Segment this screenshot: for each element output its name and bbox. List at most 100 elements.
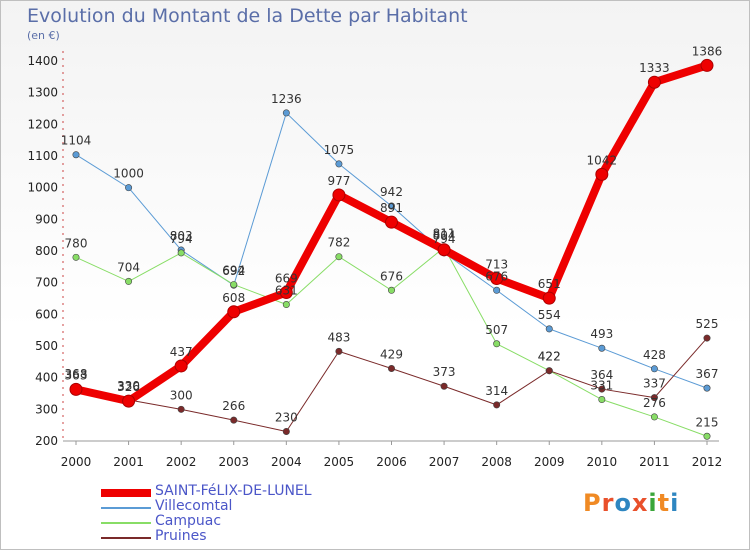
data-label: 300 <box>170 388 193 402</box>
data-label: 337 <box>643 377 666 391</box>
data-point <box>542 291 556 305</box>
x-tick-label: 2003 <box>218 455 249 469</box>
data-point <box>650 365 658 373</box>
data-point <box>72 151 80 159</box>
data-point <box>177 249 185 257</box>
x-tick-label: 2011 <box>639 455 670 469</box>
data-label: 694 <box>222 264 245 278</box>
data-label: 554 <box>538 308 561 322</box>
data-point <box>177 405 185 413</box>
logo-letter: P <box>583 489 602 517</box>
data-label: 330 <box>117 379 140 393</box>
data-point <box>493 286 501 294</box>
data-label: 367 <box>696 367 719 381</box>
chart-unit: (en €) <box>27 29 60 42</box>
data-point <box>545 367 553 375</box>
legend-label: SAINT-FéLIX-DE-LUNEL <box>155 483 312 499</box>
data-label: 363 <box>65 368 88 382</box>
data-label: 780 <box>65 236 88 250</box>
y-tick-label: 600 <box>35 307 58 321</box>
data-point <box>598 385 606 393</box>
data-point <box>703 432 711 440</box>
data-label: 692 <box>222 264 245 278</box>
data-point <box>335 253 343 261</box>
data-label: 483 <box>327 330 350 344</box>
data-point <box>490 272 504 286</box>
data-label: 525 <box>696 317 719 331</box>
data-label: 977 <box>327 174 350 188</box>
data-label: 1333 <box>639 61 670 75</box>
data-point <box>69 382 83 396</box>
data-label: 651 <box>538 277 561 291</box>
x-tick-label: 2008 <box>481 455 512 469</box>
y-tick-label: 700 <box>35 276 58 290</box>
x-tick-label: 2002 <box>166 455 197 469</box>
data-label: 276 <box>643 396 666 410</box>
legend-swatch <box>101 522 151 524</box>
data-point <box>598 344 606 352</box>
data-label: 437 <box>170 345 193 359</box>
data-label: 326 <box>117 380 140 394</box>
data-point <box>122 394 136 408</box>
y-tick-label: 1400 <box>27 54 58 68</box>
logo-letter: t <box>657 489 671 517</box>
data-label: 942 <box>380 185 403 199</box>
data-label: 803 <box>170 229 193 243</box>
legend-label: Villecomtal <box>155 498 233 514</box>
data-label: 891 <box>380 201 403 215</box>
x-tick-label: 2006 <box>376 455 407 469</box>
y-tick-label: 800 <box>35 244 58 258</box>
data-point <box>703 384 711 392</box>
x-tick-label: 2000 <box>61 455 92 469</box>
data-point <box>647 75 661 89</box>
data-point <box>332 188 346 202</box>
data-label: 230 <box>275 411 298 425</box>
data-label: 1104 <box>61 134 92 148</box>
data-label: 782 <box>327 236 350 250</box>
data-point <box>174 359 188 373</box>
data-point <box>125 277 133 285</box>
y-tick-label: 200 <box>35 434 58 448</box>
logo-letter: i <box>670 489 680 517</box>
data-label: 422 <box>538 350 561 364</box>
x-tick-label: 2012 <box>692 455 723 469</box>
x-tick-label: 2009 <box>534 455 565 469</box>
y-tick-label: 1100 <box>27 149 58 163</box>
legend-swatch <box>101 489 151 497</box>
data-label: 493 <box>590 327 613 341</box>
data-label: 713 <box>485 258 508 272</box>
data-point <box>650 413 658 421</box>
data-point <box>227 305 241 319</box>
data-label: 811 <box>433 227 456 241</box>
data-label: 368 <box>65 367 88 381</box>
logo-letter: x <box>631 489 649 517</box>
data-point <box>282 427 290 435</box>
data-point <box>335 347 343 355</box>
data-point <box>282 109 290 117</box>
data-label: 314 <box>485 384 508 398</box>
data-label: 373 <box>433 365 456 379</box>
data-label: 422 <box>538 350 561 364</box>
x-tick-label: 2004 <box>271 455 302 469</box>
data-point <box>595 167 609 181</box>
logo-letter: r <box>601 489 615 517</box>
data-label: 669 <box>275 271 298 285</box>
data-point <box>230 416 238 424</box>
data-label: 215 <box>696 415 719 429</box>
y-tick-label: 500 <box>35 339 58 353</box>
data-label: 1075 <box>324 143 355 157</box>
data-point <box>703 334 711 342</box>
data-point <box>650 394 658 402</box>
data-label: 676 <box>485 269 508 283</box>
legend-swatch <box>101 507 151 509</box>
data-point <box>72 253 80 261</box>
data-point <box>387 286 395 294</box>
data-label: 429 <box>380 347 403 361</box>
data-label: 331 <box>590 379 613 393</box>
data-label: 794 <box>170 232 193 246</box>
y-tick-label: 300 <box>35 402 58 416</box>
data-label: 1000 <box>113 167 144 181</box>
data-point <box>440 382 448 390</box>
data-label: 266 <box>222 399 245 413</box>
